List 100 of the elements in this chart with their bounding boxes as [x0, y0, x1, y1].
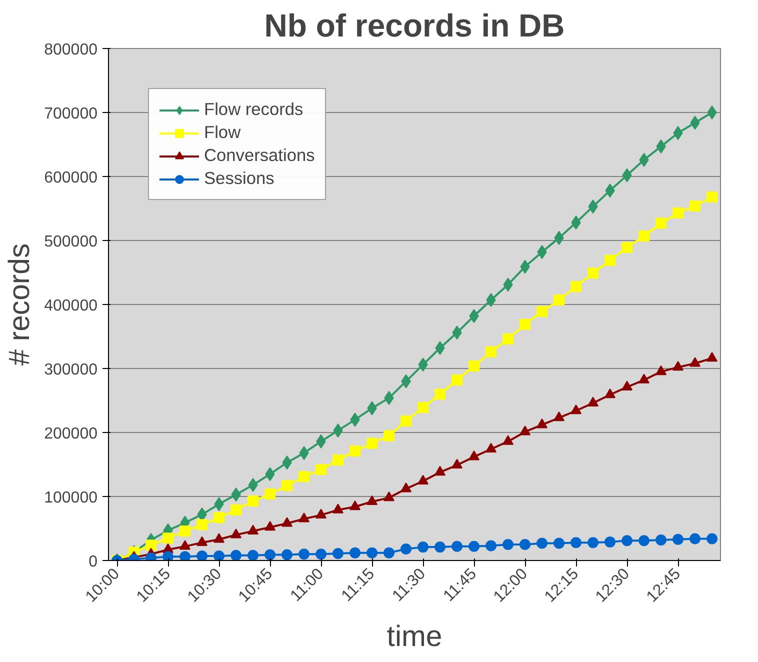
point — [554, 538, 565, 549]
y-tick-label: 300000 — [44, 362, 98, 378]
y-tick-label: 200000 — [44, 426, 98, 442]
point — [180, 551, 190, 560]
point — [332, 504, 344, 514]
point — [502, 539, 514, 550]
chart-title: Nb of records in DB — [264, 8, 565, 44]
point — [520, 539, 531, 550]
point — [706, 533, 718, 544]
point — [502, 334, 514, 345]
point — [656, 365, 667, 376]
point — [622, 535, 633, 546]
point — [214, 533, 225, 543]
point — [350, 547, 361, 558]
point — [264, 488, 276, 500]
point — [707, 106, 717, 120]
point — [468, 450, 480, 460]
legend-label: Flow — [204, 122, 241, 143]
point — [180, 540, 190, 550]
point — [672, 207, 684, 218]
point — [248, 550, 259, 560]
point — [706, 352, 718, 362]
point — [434, 542, 446, 553]
point — [690, 200, 700, 212]
point — [452, 540, 463, 552]
point — [384, 492, 394, 502]
point — [604, 536, 616, 548]
y-tick-label: 500000 — [44, 234, 98, 250]
point — [400, 415, 412, 426]
point — [162, 551, 174, 560]
point — [400, 482, 412, 492]
point — [622, 380, 633, 390]
point — [282, 549, 292, 560]
point — [536, 306, 548, 318]
legend-label: Flow records — [204, 99, 304, 120]
point — [706, 191, 718, 202]
point — [588, 396, 598, 406]
point — [468, 540, 480, 552]
point — [434, 388, 446, 400]
point — [418, 402, 429, 414]
legend-label: Conversations — [204, 145, 315, 166]
point — [638, 535, 650, 546]
point — [622, 242, 633, 254]
point — [162, 532, 174, 544]
point — [366, 495, 378, 506]
y-tick-label: 0 — [88, 554, 98, 570]
point — [690, 533, 700, 544]
y-tick-label: 400000 — [44, 298, 98, 314]
point — [656, 534, 667, 546]
point — [230, 504, 242, 516]
point — [672, 534, 684, 545]
point — [690, 357, 700, 367]
point — [452, 374, 463, 386]
point — [418, 542, 429, 553]
y-tick-label: 100000 — [44, 490, 98, 506]
point — [248, 524, 259, 534]
point — [332, 548, 344, 559]
point — [350, 500, 361, 510]
point — [298, 548, 310, 560]
point — [350, 446, 361, 457]
point — [418, 474, 429, 485]
point — [656, 218, 667, 229]
point — [264, 549, 276, 560]
point — [400, 543, 412, 554]
point — [248, 495, 259, 506]
point — [316, 548, 327, 560]
point — [502, 435, 514, 445]
point — [638, 230, 650, 242]
point — [366, 547, 378, 558]
point — [570, 404, 582, 414]
point — [282, 480, 292, 492]
point — [604, 254, 616, 266]
y-tick-label: 800000 — [44, 42, 98, 58]
point — [316, 464, 327, 476]
point — [570, 537, 582, 548]
point — [554, 412, 565, 422]
point — [366, 438, 378, 449]
y-tick-label: 700000 — [44, 106, 98, 122]
point — [196, 536, 208, 546]
point — [588, 537, 598, 548]
point — [230, 550, 242, 560]
x-axis-title: time — [386, 620, 442, 653]
point — [520, 426, 531, 436]
y-axis-title: # records — [3, 243, 36, 366]
legend-label: Sessions — [204, 168, 274, 189]
point — [536, 538, 548, 549]
point — [282, 517, 292, 527]
point — [214, 550, 225, 560]
point — [196, 550, 208, 560]
point — [638, 374, 650, 384]
point — [214, 512, 225, 524]
point — [588, 268, 598, 279]
point — [384, 547, 394, 558]
point — [604, 388, 616, 398]
point — [486, 442, 496, 453]
point — [486, 540, 496, 552]
point — [196, 519, 208, 530]
point — [298, 512, 310, 522]
point — [672, 360, 684, 371]
point — [180, 526, 190, 537]
